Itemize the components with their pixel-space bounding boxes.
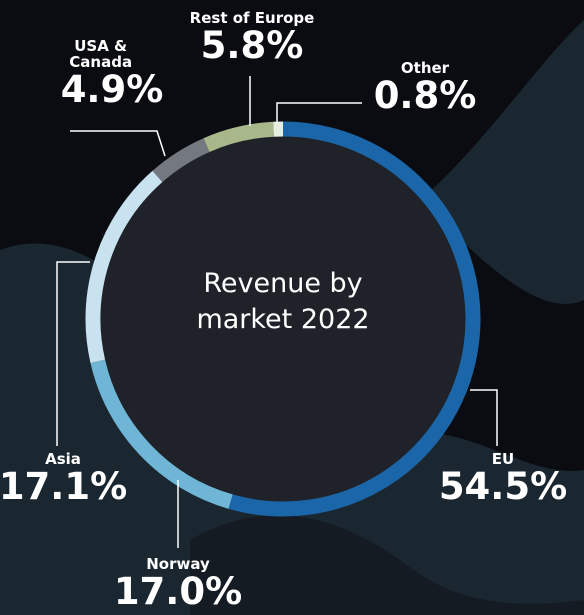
donut-segment: [228, 121, 481, 517]
category-name: Asia: [45, 450, 81, 468]
segment-label: Asia 17.1%: [0, 451, 127, 507]
segment-label: USA & Canada 4.9%: [61, 38, 164, 110]
leader-line: [276, 102, 362, 124]
value-label: 17.0%: [113, 570, 243, 613]
category-name: Norway: [146, 555, 210, 573]
donut-segment: [90, 359, 233, 509]
value-label: 4.9%: [60, 68, 164, 111]
segment-label: Other 0.8%: [374, 60, 477, 116]
donut-center: [100, 136, 466, 502]
leader-line: [470, 389, 498, 446]
donut-segment: [203, 121, 274, 152]
segment-label: Norway 17.0%: [114, 556, 242, 612]
donut-segment: [152, 138, 210, 183]
value-label: 0.8%: [373, 74, 477, 117]
category-name: Rest of Europe: [189, 9, 315, 27]
background-shape: [420, 20, 584, 304]
donut-segment: [85, 170, 163, 363]
leader-line: [56, 261, 90, 446]
value-label: 5.8%: [200, 24, 304, 67]
segment-label: EU 54.5%: [439, 451, 567, 507]
category-name: Other: [400, 59, 450, 77]
category-name: USA & Canada: [69, 37, 133, 71]
value-label: 54.5%: [438, 465, 568, 508]
value-label: 17.1%: [0, 465, 128, 508]
chart-title: Revenue by market 2022: [196, 268, 370, 335]
leader-line: [70, 130, 166, 157]
segment-label: Rest of Europe 5.8%: [190, 10, 315, 66]
category-name: EU: [491, 450, 515, 468]
background-shape: [190, 515, 584, 615]
